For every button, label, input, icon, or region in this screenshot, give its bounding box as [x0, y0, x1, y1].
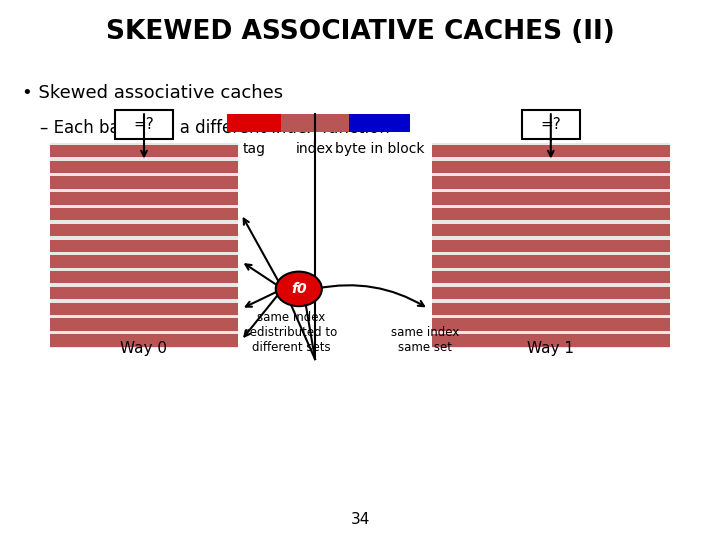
Bar: [50, 191, 238, 206]
Bar: [50, 285, 238, 301]
Bar: [50, 319, 238, 331]
Bar: [50, 159, 238, 174]
Bar: [349, 114, 410, 132]
Bar: [432, 222, 670, 238]
Bar: [432, 334, 670, 347]
Bar: [50, 192, 238, 205]
Text: • Skewed associative caches: • Skewed associative caches: [22, 84, 283, 102]
Bar: [432, 301, 670, 317]
Bar: [432, 177, 670, 188]
Bar: [50, 206, 238, 222]
Bar: [50, 271, 238, 284]
Text: f0: f0: [291, 282, 307, 296]
Bar: [432, 269, 670, 285]
Bar: [50, 222, 238, 238]
Bar: [432, 319, 670, 331]
Bar: [432, 238, 670, 254]
Bar: [50, 208, 238, 220]
Bar: [432, 160, 670, 173]
Bar: [432, 317, 670, 333]
Text: Way 1: Way 1: [527, 341, 575, 356]
Bar: [50, 287, 238, 299]
Bar: [50, 303, 238, 315]
Bar: [432, 285, 670, 301]
Bar: [432, 254, 670, 269]
Bar: [432, 287, 670, 299]
Text: – Each bank has a different index function: – Each bank has a different index functi…: [40, 119, 390, 137]
Text: Way 0: Way 0: [120, 341, 168, 356]
Text: same index
same set: same index same set: [391, 326, 459, 354]
Text: SKEWED ASSOCIATIVE CACHES (II): SKEWED ASSOCIATIVE CACHES (II): [106, 19, 614, 45]
Bar: [432, 303, 670, 315]
Bar: [281, 114, 349, 132]
Text: same index
redistributed to
different sets: same index redistributed to different se…: [246, 310, 338, 354]
Bar: [50, 334, 238, 347]
Bar: [50, 224, 238, 236]
Text: =?: =?: [134, 117, 154, 132]
Bar: [50, 333, 238, 348]
Bar: [50, 160, 238, 173]
Bar: [50, 145, 238, 157]
Bar: [432, 224, 670, 236]
Bar: [432, 240, 670, 252]
FancyBboxPatch shape: [115, 110, 173, 139]
Bar: [50, 177, 238, 188]
Bar: [432, 174, 670, 191]
Bar: [50, 240, 238, 252]
Bar: [432, 145, 670, 157]
Bar: [432, 333, 670, 348]
Bar: [432, 208, 670, 220]
Bar: [50, 255, 238, 268]
Bar: [50, 317, 238, 333]
Text: tag: tag: [243, 142, 265, 156]
Bar: [432, 271, 670, 284]
Bar: [432, 143, 670, 159]
Bar: [227, 114, 281, 132]
Bar: [432, 159, 670, 174]
Text: index: index: [296, 142, 334, 156]
Bar: [432, 255, 670, 268]
Bar: [432, 206, 670, 222]
FancyBboxPatch shape: [521, 110, 580, 139]
Bar: [50, 254, 238, 269]
Text: byte in block: byte in block: [335, 142, 425, 156]
Bar: [432, 191, 670, 206]
Bar: [50, 143, 238, 159]
Bar: [50, 238, 238, 254]
Bar: [50, 301, 238, 317]
Text: =?: =?: [541, 117, 561, 132]
Bar: [432, 192, 670, 205]
Bar: [50, 174, 238, 191]
Circle shape: [276, 272, 322, 306]
Text: 34: 34: [351, 511, 369, 526]
Bar: [50, 269, 238, 285]
